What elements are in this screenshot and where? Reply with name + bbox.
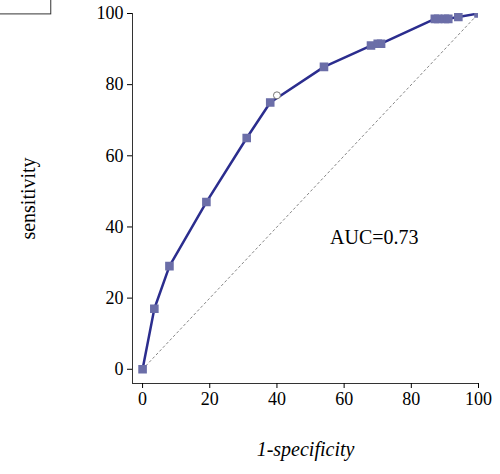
svg-text:80: 80 [106,74,124,94]
svg-text:100: 100 [465,389,492,409]
svg-text:20: 20 [106,288,124,308]
svg-text:60: 60 [335,389,353,409]
svg-text:80: 80 [402,389,420,409]
svg-text:1-specificity: 1-specificity [257,438,355,461]
svg-text:sensitivity: sensitivity [17,157,40,239]
svg-text:0: 0 [138,389,147,409]
svg-text:100: 100 [97,3,124,23]
svg-text:60: 60 [106,146,124,166]
svg-text:40: 40 [268,389,286,409]
svg-text:20: 20 [201,389,219,409]
svg-text:AUC=0.73: AUC=0.73 [330,226,419,248]
svg-text:40: 40 [106,217,124,237]
svg-text:0: 0 [115,359,124,379]
